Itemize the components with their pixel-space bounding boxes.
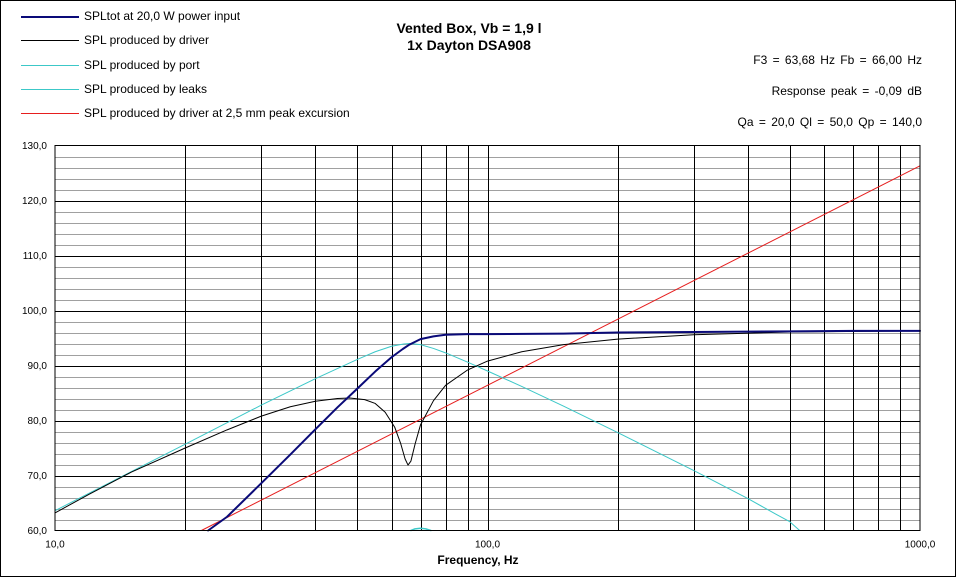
legend-label-leaks: SPL produced by leaks (84, 81, 207, 96)
x-tick-label: 10,0 (45, 540, 65, 551)
legend-item-port: SPL produced by port (21, 58, 401, 82)
series-port-line (54, 343, 801, 531)
y-tick-label: 70,0 (28, 471, 48, 482)
series-spl-total-line (207, 329, 921, 532)
y-tick-label: 120,0 (22, 196, 47, 207)
series-layer (54, 165, 921, 532)
info-block: F3 = 63,68 Hz Fb = 66,00 Hz Response pea… (738, 53, 922, 146)
info-f3-fb: F3 = 63,68 Hz Fb = 66,00 Hz (753, 53, 922, 67)
series-driver-line (54, 330, 921, 514)
plot-border (54, 145, 921, 531)
grid-layer (55, 145, 920, 531)
legend-label-spl-total: SPLtot at 20,0 W power input (84, 9, 241, 23)
legend-label-port: SPL produced by port (84, 57, 200, 72)
chart-title-line-2: 1x Dayton DSA908 (407, 37, 531, 53)
x-tick-label: 1000,0 (905, 540, 936, 551)
legend-item-driver: SPL produced by driver (21, 33, 401, 57)
legend-swatch-port (21, 64, 79, 66)
info-response-peak: Response peak = -0,09 dB (771, 84, 922, 98)
legend: SPLtot at 20,0 W power input SPL produce… (21, 9, 401, 130)
legend-swatch-leaks (21, 88, 79, 90)
y-tick-label: 80,0 (28, 416, 48, 427)
x-tick-label: 100,0 (475, 540, 500, 551)
x-axis-title: Frequency, Hz (437, 553, 519, 567)
tick-layer: 60,0 70,0 80,0 90,0 100,0 110,0 120,0 130,0 10,0… (22, 141, 936, 551)
legend-swatch-driver (21, 40, 79, 42)
legend-label-excursion: SPL produced by driver at 2,5 mm peak ex… (84, 106, 350, 121)
y-tick-label: 60,0 (28, 526, 48, 537)
y-tick-label: 100,0 (22, 306, 47, 317)
y-tick-label: 90,0 (28, 361, 48, 372)
chart-title-line-1: Vented Box, Vb = 1,9 l (396, 20, 542, 36)
info-q-values: Qa = 20,0 Ql = 50,0 Qp = 140,0 (737, 115, 922, 129)
legend-item-excursion: SPL produced by driver at 2,5 mm peak ex… (21, 106, 401, 130)
chart-title: Vented Box, Vb = 1,9 l 1x Dayton DSA908 (341, 20, 597, 54)
y-tick-label: 130,0 (22, 141, 47, 152)
legend-item-spl-total: SPLtot at 20,0 W power input (21, 9, 401, 33)
legend-swatch-spl-total (21, 16, 79, 18)
y-tick-label: 110,0 (23, 251, 48, 262)
series-excursion-line (200, 165, 921, 531)
series-leaks-line (410, 527, 432, 532)
legend-label-driver: SPL produced by driver (84, 33, 209, 48)
legend-item-leaks: SPL produced by leaks (21, 82, 401, 106)
legend-swatch-excursion (21, 113, 79, 115)
